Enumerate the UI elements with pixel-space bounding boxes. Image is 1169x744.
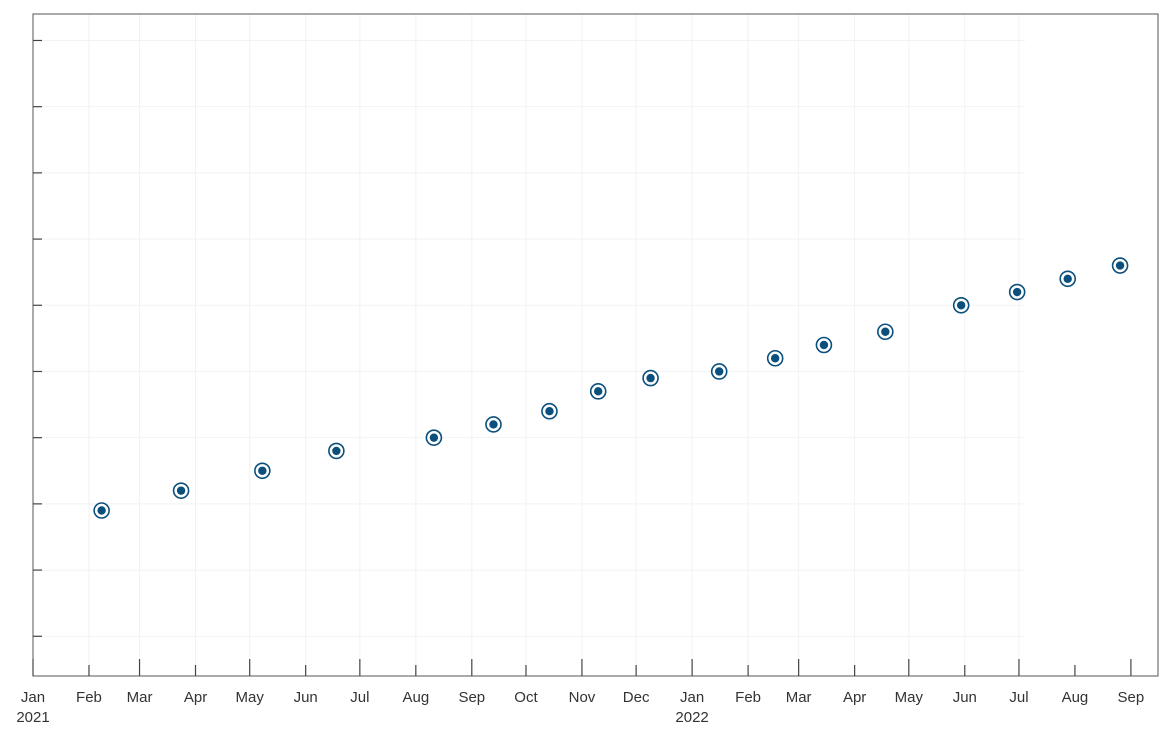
x-tick-label-6: Jul	[350, 689, 369, 706]
x-year-label-12: 2022	[675, 709, 708, 726]
data-point-dot-12	[881, 327, 890, 336]
x-tick-label-18: Jul	[1009, 689, 1028, 706]
data-point-15	[1059, 270, 1077, 288]
data-point-6	[541, 402, 558, 420]
data-point-dot-9	[714, 367, 724, 376]
x-year-label-0: 2021	[16, 709, 49, 726]
data-point-1	[172, 482, 190, 499]
data-point-9	[710, 363, 728, 380]
data-point-0	[93, 502, 110, 519]
axes	[32, 13, 1159, 677]
data-point-dot-14	[1012, 287, 1022, 297]
data-point-dot-13	[956, 301, 966, 310]
data-point-dot-10	[770, 354, 780, 363]
x-tick-label-19: Aug	[1062, 689, 1089, 706]
data-point-dot-11	[819, 340, 829, 350]
data-point-7	[589, 383, 607, 400]
data-point-14	[1008, 283, 1026, 301]
data-point-8	[642, 369, 659, 387]
x-tick-label-17: Jun	[953, 689, 977, 706]
plot-frame	[32, 13, 1159, 677]
x-tick-label-5: Jun	[294, 689, 318, 706]
x-tick-label-13: Feb	[735, 689, 761, 706]
x-tick-label-20: Sep	[1118, 689, 1145, 706]
data-point-5	[485, 416, 502, 433]
data-point-2	[254, 462, 271, 480]
data-point-dot-15	[1063, 274, 1072, 283]
x-tick-label-16: May	[895, 689, 924, 706]
x-ticks	[32, 39, 1132, 676]
x-tick-label-10: Nov	[569, 689, 596, 706]
data-point-dot-5	[489, 420, 498, 429]
data-point-dot-7	[594, 387, 603, 396]
data-point-3	[328, 442, 345, 460]
data-point-4	[425, 429, 443, 446]
x-tick-label-8: Sep	[458, 689, 485, 706]
plot-background	[33, 14, 1158, 676]
x-tick-label-12: Jan	[680, 689, 704, 706]
data-point-dot-2	[258, 466, 267, 475]
data-point-13	[952, 296, 970, 314]
data-point-12	[877, 323, 894, 341]
x-tick-label-11: Dec	[623, 689, 650, 706]
data-point-dot-4	[429, 433, 439, 442]
x-tick-label-1: Feb	[76, 689, 102, 706]
data-point-dot-8	[646, 373, 655, 383]
data-point-dot-1	[176, 486, 186, 495]
x-tick-label-4: May	[236, 689, 265, 706]
x-tick-labels: Jan 2021 Feb Mar Apr May Jun Jul Aug Sep Oct Nov Dec…	[16, 689, 1144, 726]
data-point-11	[815, 336, 833, 354]
data-point-16	[1111, 257, 1129, 274]
data-point-dot-6	[545, 407, 554, 416]
data-point-dot-16	[1115, 261, 1125, 270]
x-tick-label-9: Oct	[514, 689, 538, 706]
grid-lines	[32, 14, 1025, 676]
data-points	[93, 257, 1129, 519]
x-tick-label-2: Mar	[127, 689, 153, 706]
x-tick-label-14: Mar	[786, 689, 812, 706]
data-point-dot-3	[332, 446, 341, 456]
x-tick-label-15: Apr	[843, 689, 866, 706]
x-tick-label-0: Jan	[21, 689, 45, 706]
data-point-dot-0	[97, 506, 106, 515]
data-point-10	[766, 349, 784, 367]
x-tick-label-7: Aug	[402, 689, 429, 706]
x-tick-label-3: Apr	[184, 689, 207, 706]
